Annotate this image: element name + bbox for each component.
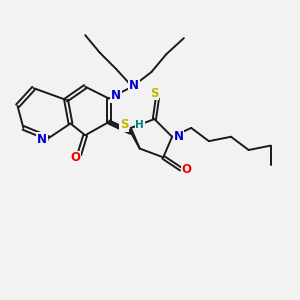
Text: O: O [70,152,80,164]
Text: N: N [111,89,121,102]
Text: N: N [37,133,47,146]
Text: S: S [150,87,159,100]
Text: N: N [129,79,139,92]
Text: O: O [181,163,191,176]
Text: S: S [120,118,129,131]
Text: N: N [174,130,184,143]
Text: H: H [135,120,144,130]
